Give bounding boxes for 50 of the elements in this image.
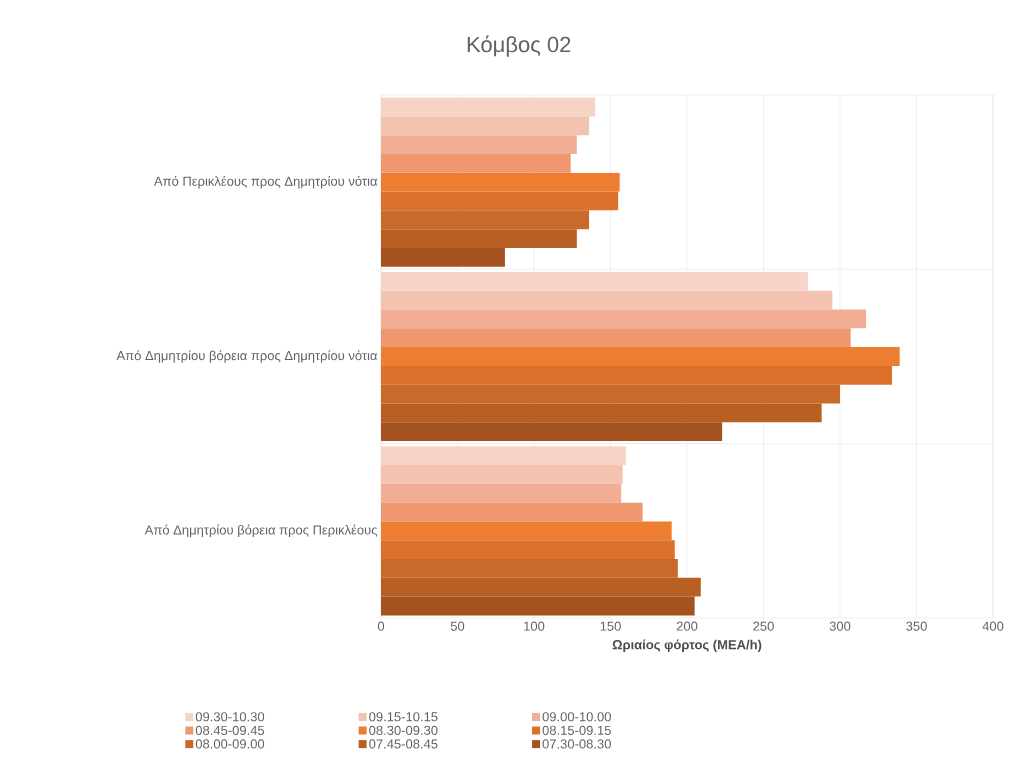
bar [381, 229, 577, 248]
bar [381, 365, 893, 385]
y-tick-label: Από Περικλέους προς Δημητρίου νότια [153, 175, 378, 189]
bar [381, 116, 590, 136]
x-axis-title: Ωριαίος φόρτος (ΜΕΑ/h) [612, 639, 762, 652]
bar [381, 290, 833, 310]
bar [381, 153, 571, 173]
y-tick-label: Από Δημητρίου βόρεια προς Δημητρίου νότια [116, 350, 378, 363]
x-tick-label: 0 [377, 621, 385, 631]
x-tick-label: 50 [450, 621, 465, 631]
x-tick-label: 150 [600, 621, 621, 631]
x-tick-label: 400 [982, 621, 1004, 631]
bar [381, 384, 841, 404]
legend-label: 07.30-08.30 [542, 739, 611, 749]
chart-title: Κόμβος 02 [467, 35, 571, 57]
x-tick-label: 350 [906, 621, 927, 631]
x-tick-label: 100 [524, 621, 545, 631]
y-tick-label: Από Δημητρίου βόρεια προς Περικλέους [144, 524, 378, 538]
bar [381, 328, 851, 348]
bar [381, 191, 619, 211]
bar [381, 596, 695, 616]
bar [381, 559, 678, 578]
legend-label: 09.30-10.30 [195, 712, 265, 722]
x-tick-label: 250 [753, 621, 774, 631]
legend-label: 09.00-10.00 [542, 712, 611, 722]
bar [381, 247, 505, 267]
legend-label: 08.15-09.15 [542, 725, 611, 735]
bar [381, 135, 577, 154]
x-tick-label: 200 [676, 621, 698, 631]
bar [381, 309, 867, 329]
bar [381, 521, 672, 541]
bar [381, 271, 808, 291]
bar [381, 446, 626, 466]
bar [381, 483, 622, 503]
bar [381, 577, 701, 597]
legend-label: 08.30-09.30 [369, 725, 438, 735]
bar [381, 422, 723, 442]
legend-label: 07.45-08.45 [369, 739, 438, 749]
bar [381, 97, 596, 117]
bar [381, 403, 822, 423]
bar [381, 210, 590, 230]
bar [381, 465, 623, 484]
bar [381, 502, 643, 522]
bar [381, 540, 675, 560]
bar [381, 347, 900, 366]
legend-label: 09.15-10.15 [369, 712, 438, 722]
legend-label: 08.00-09.00 [195, 739, 265, 749]
bar [381, 172, 620, 192]
x-tick-label: 300 [829, 621, 851, 631]
legend-label: 08.45-09.45 [195, 725, 265, 735]
